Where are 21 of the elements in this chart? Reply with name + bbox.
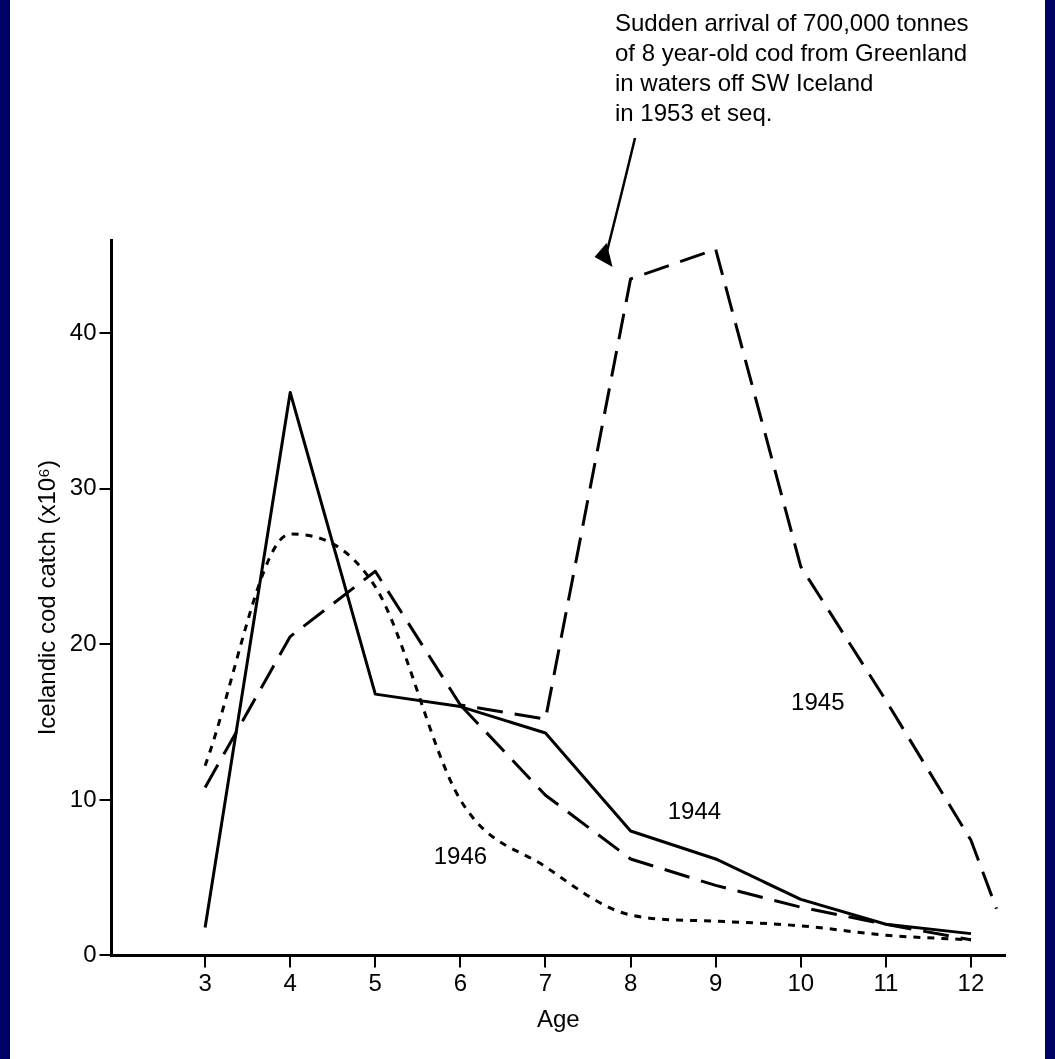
- x-tick-label: 4: [283, 969, 297, 997]
- x-tick-label: 9: [708, 969, 723, 997]
- x-tick-label: 12: [957, 969, 985, 997]
- text: Sudden arrival of 700,000 tonnes of 8 year-old cod from Greenland in waters off SW Iceland in 1953 et seq.: [615, 8, 969, 126]
- y-tick-label: 10: [69, 784, 97, 812]
- y-axis-title: Icelandic cod catch (x10⁶): [33, 460, 61, 736]
- x-tick-label: 8: [623, 969, 638, 997]
- y-tick-label: 0: [83, 940, 97, 968]
- y-tick-label: 20: [69, 628, 97, 656]
- series-label: 1946: [433, 842, 488, 870]
- x-tick-label: 3: [198, 969, 212, 997]
- y-tick-label: 40: [69, 317, 97, 345]
- y-tick-label: 30: [69, 473, 97, 501]
- x-tick-label: 5: [368, 969, 382, 997]
- x-tick-label: 6: [453, 969, 468, 997]
- series-label: 1945: [791, 688, 845, 716]
- series-label: 1944: [667, 796, 722, 824]
- x-tick-label: 7: [538, 969, 553, 997]
- x-tick-label: 11: [873, 969, 899, 997]
- x-axis-title: Age: [536, 1005, 580, 1033]
- x-tick-label: 10: [787, 969, 815, 997]
